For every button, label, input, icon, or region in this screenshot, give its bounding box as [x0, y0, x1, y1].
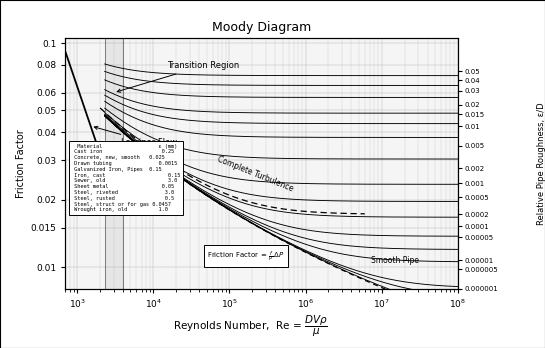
Text: Smooth Pipe: Smooth Pipe [371, 256, 419, 265]
Bar [105, 38, 123, 289]
Text: Complete Turbulence: Complete Turbulence [216, 155, 295, 193]
Y-axis label: Friction Factor: Friction Factor [16, 129, 26, 198]
Title: Moody Diagram: Moody Diagram [212, 21, 311, 34]
Text: Laminar Flow: Laminar Flow [94, 126, 178, 147]
Text: Material                  ε (mm)
 Cast iron                   0.25
 Concrete, ne: Material ε (mm) Cast iron 0.25 Concrete,… [71, 143, 180, 212]
Text: Transition Region: Transition Region [117, 62, 239, 92]
Y-axis label: Relative Pipe Roughness, ε/D: Relative Pipe Roughness, ε/D [537, 102, 545, 225]
Text: Friction Factor $= \frac{f}{\rho}\,\Delta P$: Friction Factor $= \frac{f}{\rho}\,\Delt… [207, 249, 284, 264]
Text: Reynolds Number,  Re = $\dfrac{DV\rho}{\mu}$: Reynolds Number, Re = $\dfrac{DV\rho}{\m… [173, 314, 328, 339]
